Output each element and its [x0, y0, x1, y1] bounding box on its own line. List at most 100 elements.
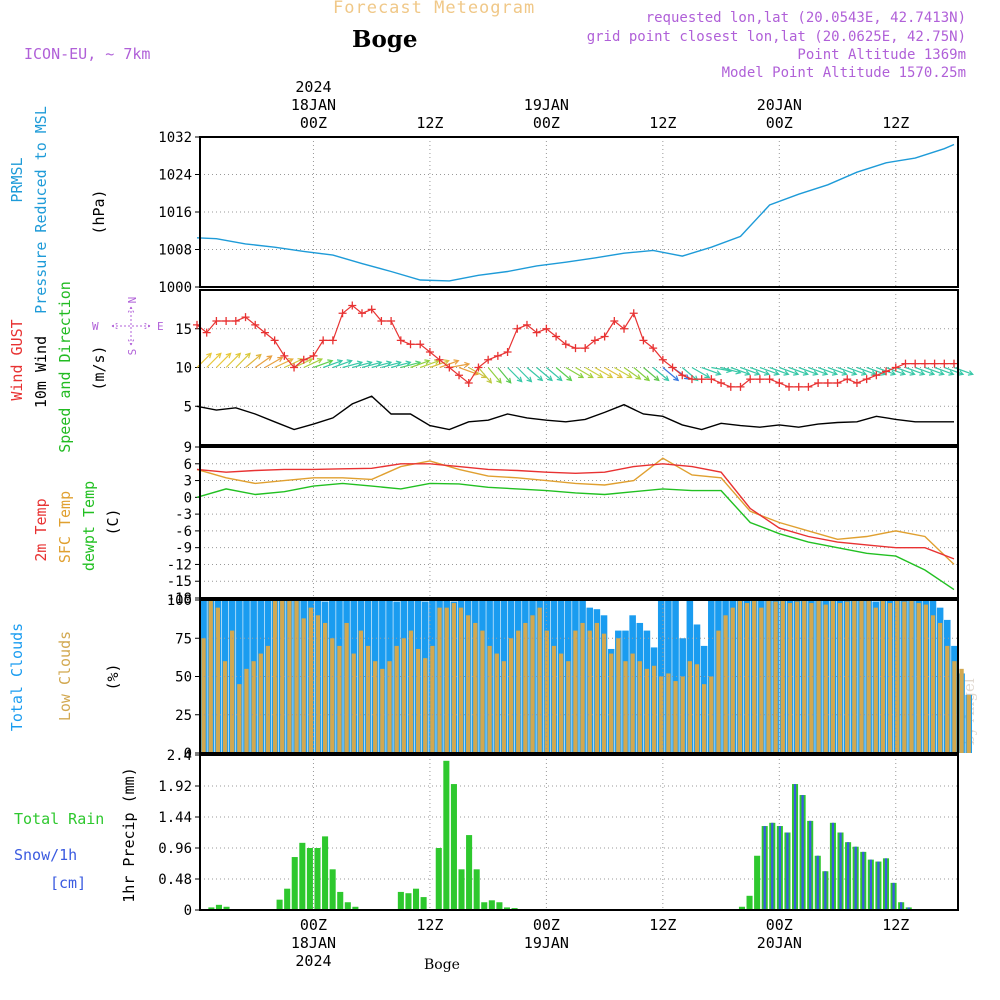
bottom-hour-label: 00Z [533, 916, 560, 934]
low-cloud-bar [315, 615, 321, 753]
rain-bar [450, 784, 457, 910]
top-hour-label: 12Z [882, 114, 909, 132]
rain-bar [458, 869, 465, 910]
gust-marker [804, 382, 813, 391]
rain-bar [488, 900, 495, 910]
gust-marker [629, 309, 638, 318]
low-cloud-bar [272, 600, 278, 753]
wind-arrow-head [909, 370, 916, 376]
low-cloud-bar [544, 630, 549, 753]
wind-arrow-head [225, 352, 232, 359]
y-tick-label-precip: 0 [184, 903, 192, 919]
y-tick-label-cloud: 75 [175, 631, 192, 647]
wind-direction-arrow [623, 367, 641, 380]
wind-arrow-head [366, 360, 373, 367]
wind-direction-arrow [468, 366, 487, 379]
precip-unit: 1hr Precip (mm) [120, 767, 138, 902]
rain-bar [412, 888, 420, 910]
low-cloud-bar [730, 607, 735, 753]
low-cloud-bar [651, 665, 657, 753]
bottom-hour-label: 12Z [649, 916, 676, 934]
bottom-date-label: 20JAN [757, 934, 802, 952]
low-cloud-bar [373, 661, 378, 753]
wind-direction-arrow [934, 366, 954, 375]
wind-gust-label: Wind GUST [8, 319, 26, 400]
wind-arrow-head [496, 377, 502, 384]
gust-marker [425, 348, 434, 356]
gust-marker [222, 317, 231, 325]
panel-frame-prmsl [199, 136, 959, 288]
wind-arrow-head [773, 370, 780, 376]
gust-marker [775, 379, 784, 387]
gust-marker [367, 305, 376, 314]
low-cloud-bar [258, 653, 263, 753]
gust-marker [717, 379, 726, 387]
rain-bar [314, 848, 321, 910]
gust-marker [833, 379, 842, 387]
low-cloud-bar [508, 638, 514, 753]
wind-direction-arrow [924, 366, 944, 375]
gust-marker [697, 375, 706, 384]
low-cloud-bar [244, 668, 249, 753]
rain-bar [223, 906, 230, 910]
gust-marker [610, 317, 619, 325]
low-cloud-bar [880, 600, 886, 753]
low-cloud-bar [609, 653, 614, 753]
rain-bar [329, 869, 336, 910]
low-cloud-bar [287, 600, 292, 753]
gust-marker [445, 363, 454, 372]
wind-arrow-head [653, 375, 660, 382]
wind-arrow-head [443, 359, 450, 365]
prmsl-unit: (hPa) [90, 189, 108, 234]
gust-marker [309, 351, 318, 360]
gust-marker [765, 375, 774, 384]
wind-direction-arrow [420, 360, 440, 369]
snow-bar [869, 859, 872, 910]
bottom-date-label: 18JAN [291, 934, 336, 952]
y-tick-label-cloud: 25 [175, 708, 192, 724]
y-tick-label-temp: 6 [184, 457, 192, 473]
low-cloud-bar [430, 645, 435, 753]
y-tick-label-cloud: 100 [167, 593, 192, 609]
snow-bar [862, 851, 865, 910]
low-cloud-bar [930, 615, 936, 753]
wind-direction-arrow [235, 352, 251, 368]
low-cloud-bar [601, 633, 607, 753]
sfc-temp-label: SFC Temp [56, 491, 74, 563]
wind-direction-arrow [643, 367, 660, 381]
gust-marker [493, 351, 502, 360]
t2m-label: 2m Temp [32, 498, 50, 561]
rain-label: Total Rain [14, 810, 104, 828]
wind-direction-arrow [594, 366, 613, 379]
gust-marker [852, 379, 861, 387]
gust-marker [785, 382, 794, 391]
low-cloud-bar [909, 600, 914, 753]
wind-direction-arrow [856, 366, 876, 375]
low-cloud-bar [623, 661, 628, 753]
rain-bar [352, 906, 359, 910]
low-cloud-bar [551, 645, 557, 753]
low-cloud-bar [215, 607, 221, 753]
low-cloud-bar [523, 622, 528, 753]
temp-unit: (C) [104, 508, 122, 535]
wind-direction-arrow [215, 352, 231, 368]
gust-marker [270, 336, 279, 345]
wind-direction-arrow [808, 366, 828, 375]
low-cloud-bar [937, 622, 943, 753]
snow-bar [771, 822, 774, 910]
cloud-unit: (%) [104, 663, 122, 690]
wind-arrow-head [556, 375, 563, 382]
bottom-hour-label: 12Z [882, 916, 909, 934]
low-cloud-bar [494, 653, 499, 753]
y-tick-label-temp: 3 [184, 474, 192, 490]
wind-arrow-head [861, 370, 868, 376]
requested-coords: requested lon,lat (20.0543E, 42.7413N) [645, 10, 966, 26]
low-cloud-bar [265, 645, 271, 753]
wind-direction-arrow [759, 366, 779, 375]
wind-direction-arrow [410, 360, 430, 369]
low-cloud-bar [573, 630, 578, 753]
y-tick-label-temp: -12 [167, 557, 192, 573]
gust-marker [678, 371, 687, 380]
gust-marker [639, 336, 648, 345]
gust-marker [649, 344, 658, 353]
